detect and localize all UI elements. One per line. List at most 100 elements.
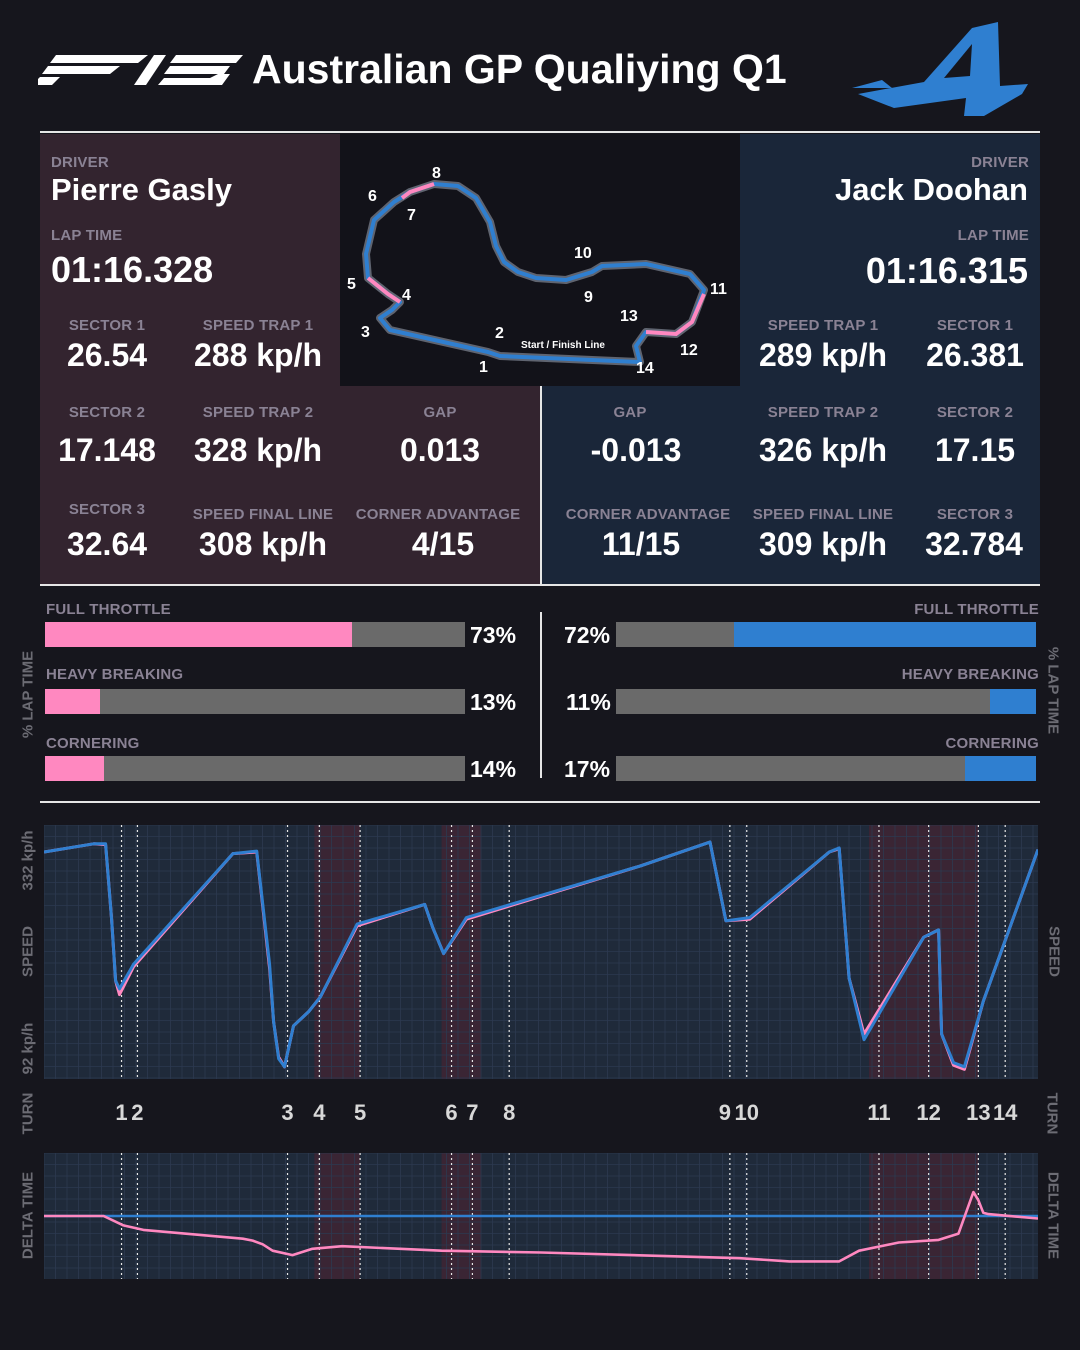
track-gasly-segment-b [400,182,435,200]
corner-label-7: 7 [407,207,416,224]
left-s3-value: 32.64 [66,526,148,562]
track-gasly-segment-c [645,293,706,337]
right-throttle-bar [616,622,1036,647]
right-gap-label: GAP [613,404,647,421]
right-panel-top [740,134,1040,386]
left-driver-label: DRIVER [51,154,109,171]
left-cornering-pct: 14% [470,756,517,782]
left-ca-value: 4/15 [411,526,475,562]
right-cornering-label: CORNERING [945,735,1039,752]
section-shade-1 [314,825,361,1079]
f1-logo [38,55,243,85]
start-finish-label: Start / Finish Line [521,340,605,351]
usage-divider [540,612,542,778]
left-lap-time: 01:16.328 [51,249,214,290]
right-lap-label: LAP TIME [957,227,1029,244]
left-st2-value: 328 kp/h [193,432,323,468]
left-s2-value: 17.148 [58,432,156,468]
right-driver-name: Jack Doohan [835,172,1028,207]
left-throttle-pct: 73% [470,622,517,648]
delta-chart [44,1153,1038,1279]
left-st1-value: 288 kp/h [193,337,323,373]
right-st1-label: SPEED TRAP 1 [767,317,879,334]
left-throttle-label: FULL THROTTLE [46,601,171,618]
right-s2-label: SECTOR 2 [936,404,1014,421]
turn-label-8: 8 [503,1100,516,1125]
corner-label-5: 5 [347,276,356,293]
speed-axis-left: SPEED [19,926,37,977]
section-shade-3 [869,825,979,1079]
turn-label-7: 7 [466,1100,479,1125]
corner-label-6: 6 [368,188,377,205]
left-s2-label: SECTOR 2 [68,404,146,421]
right-throttle-pct: 72% [564,622,611,648]
corner-label-12: 12 [680,342,698,359]
left-braking-fill [45,689,100,714]
usage-axis-left: % LAP TIME [19,650,37,739]
turn-label-14: 14 [992,1100,1018,1125]
corner-label-9: 9 [584,289,593,306]
right-panel-bottom [542,386,1040,584]
right-ca-value: 11/15 [601,526,681,562]
right-s1-label: SECTOR 1 [936,317,1014,334]
right-st2-label: SPEED TRAP 2 [767,404,879,421]
corner-label-4: 4 [402,287,411,304]
right-ca-label: CORNER ADVANTAGE [565,506,731,523]
left-driver-name: Pierre Gasly [51,172,232,207]
right-s2-value: 17.15 [934,432,1016,468]
right-gap-value: -0.013 [590,432,682,468]
turn-label-1: 1 [115,1100,128,1125]
turn-label-5: 5 [353,1100,367,1125]
right-sfl-label: SPEED FINAL LINE [752,506,894,523]
left-panel-bottom [40,386,540,584]
right-cornering-pct: 17% [564,756,611,782]
right-throttle-fill [733,622,1036,647]
right-s3-label: SECTOR 3 [936,506,1014,523]
track-gasly-segment-a [366,276,402,304]
right-braking-label: HEAVY BREAKING [901,666,1039,683]
left-cornering-bar [45,756,465,781]
left-braking-pct: 13% [470,689,517,715]
turn-label-9: 9 [718,1100,731,1125]
right-st2-value: 326 kp/h [758,432,888,468]
usage-divider-bottom [40,801,1040,803]
left-s1-label: SECTOR 1 [68,317,146,334]
turn-label-11: 11 [867,1100,891,1125]
header: Australian GP Qualiying Q1 [0,0,1080,130]
left-panel-top [40,134,340,386]
right-s1-value: 26.381 [926,337,1024,373]
left-st1-label: SPEED TRAP 1 [202,317,314,334]
track-map-panel [340,134,740,386]
right-braking-bar [616,689,1036,714]
chart-grid [44,825,1038,1079]
left-cornering-label: CORNERING [46,735,140,752]
section-shade-2 [441,825,482,1079]
right-s3-value: 32.784 [925,526,1023,562]
right-braking-pct: 11% [566,689,611,715]
left-st2-label: SPEED TRAP 2 [202,404,314,421]
left-gap-label: GAP [423,404,457,421]
left-braking-bar [45,689,465,714]
speed-ytick-top: 332 kp/h [19,830,37,891]
left-throttle-bar [45,622,465,647]
left-braking-label: HEAVY BREAKING [46,666,184,683]
speed-axis-right: SPEED [1045,926,1063,977]
series-line-pierre-gasly [44,1190,1038,1263]
left-sfl-label: SPEED FINAL LINE [192,506,334,523]
corner-label-14: 14 [636,360,654,377]
left-ca-label: CORNER ADVANTAGE [355,506,521,523]
corner-label-8: 8 [432,165,441,182]
left-gap-value: 0.013 [399,432,481,468]
right-st1-value: 289 kp/h [758,337,888,373]
delta-axis-right: DELTA TIME [1044,1171,1062,1260]
left-sfl-value: 308 kp/h [198,526,328,562]
panel-divider-bottom [40,584,1040,586]
header-divider [40,131,1040,133]
corner-label-2: 2 [495,325,504,342]
left-cornering-fill [45,756,104,781]
page-title: Australian GP Qualiying Q1 [252,46,787,92]
center-divider [540,386,542,584]
right-driver-label: DRIVER [971,154,1029,171]
turn-label-2: 2 [131,1100,144,1125]
right-braking-fill [989,689,1036,714]
